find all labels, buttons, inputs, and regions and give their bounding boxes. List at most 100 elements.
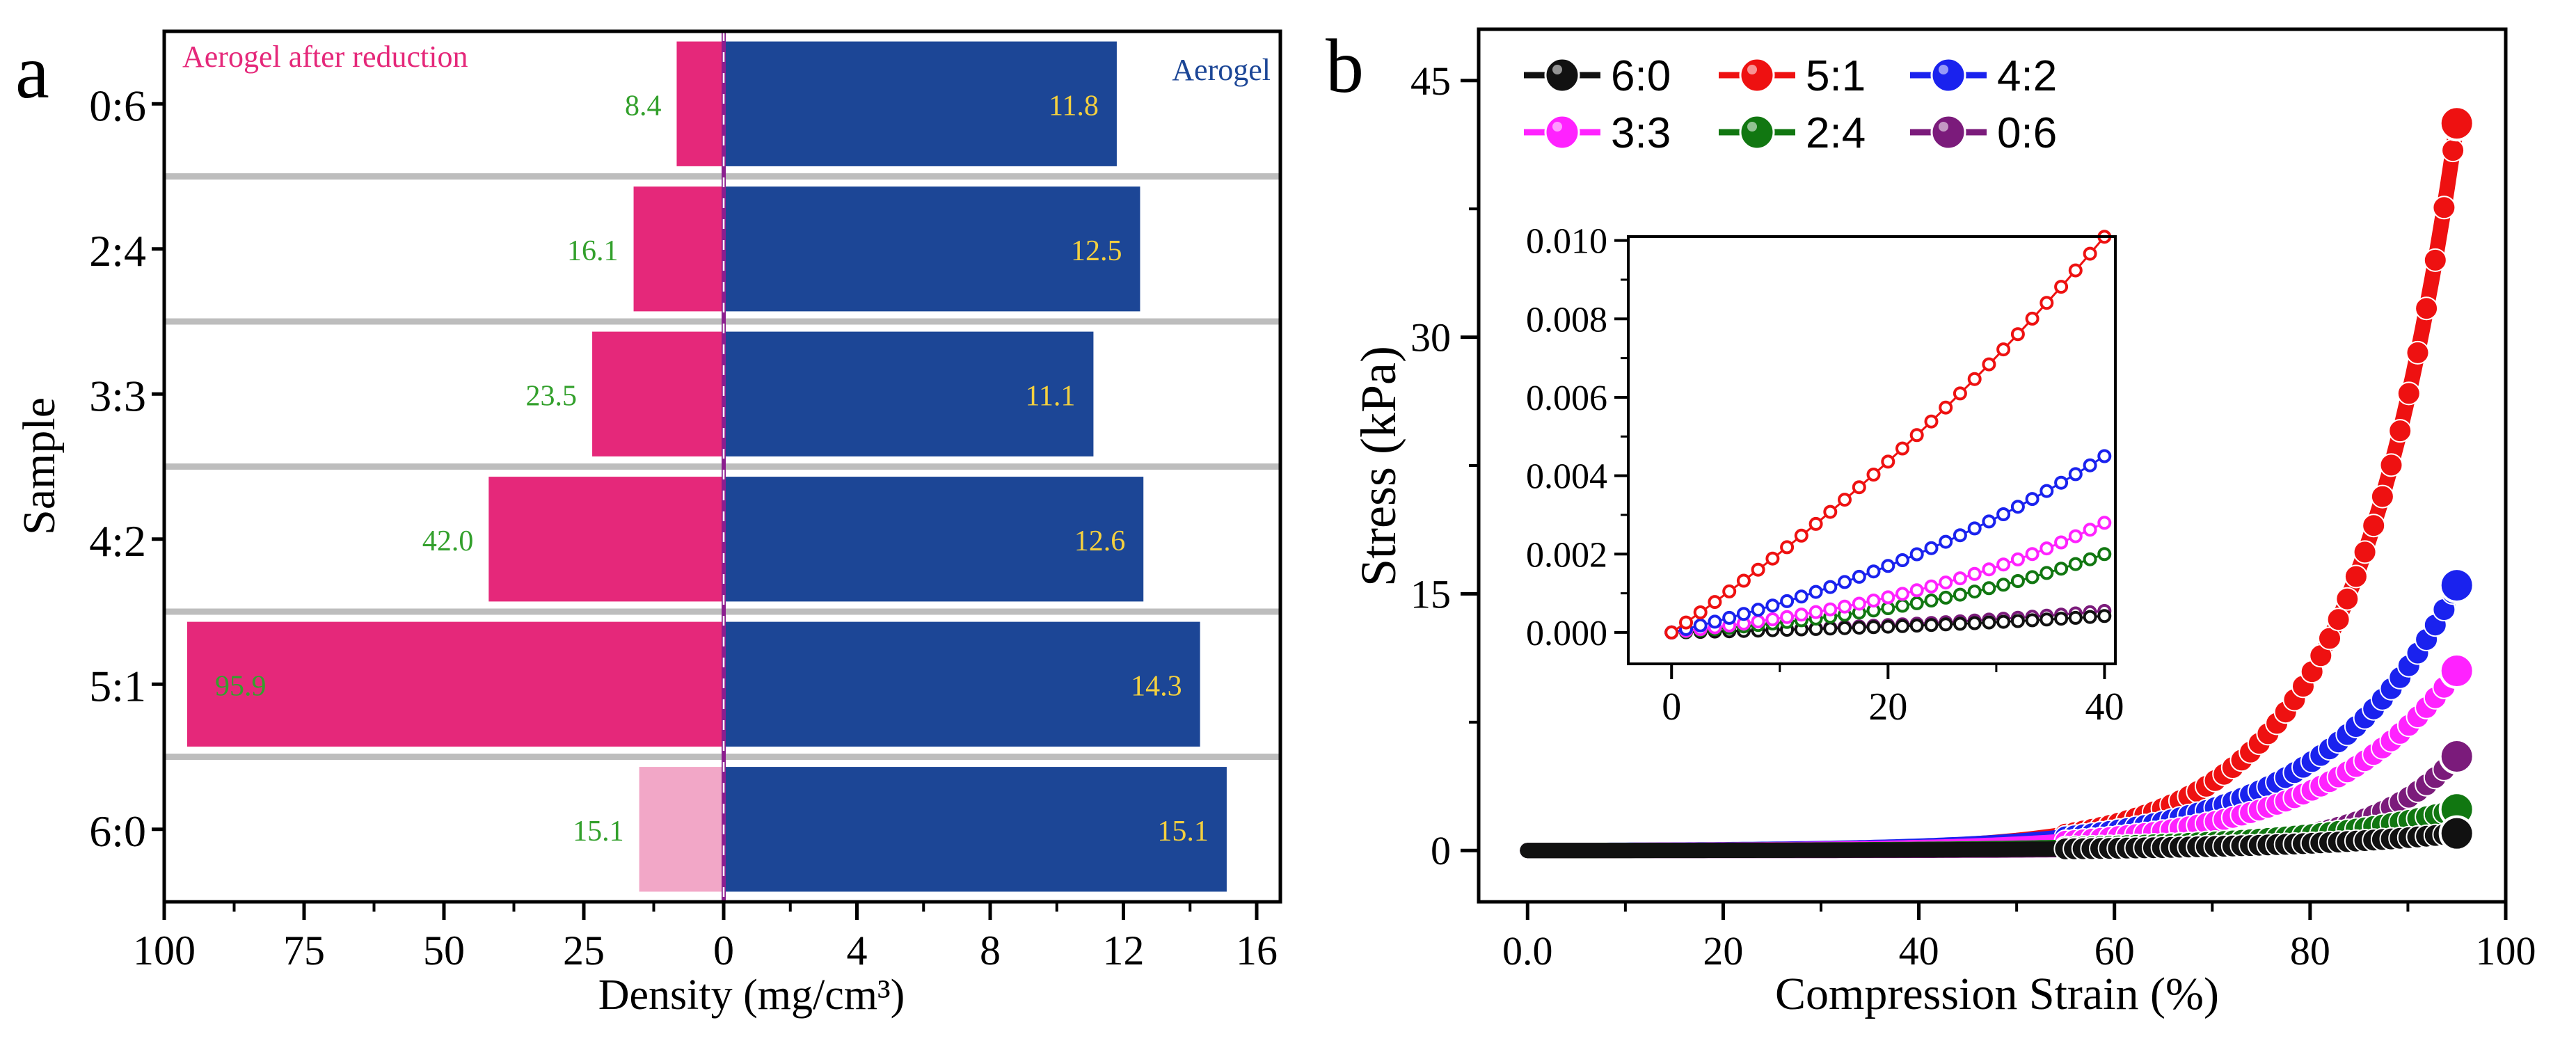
sample-category-labels: 0:6 2:4 3:3 4:2 5:1 6:0: [89, 81, 164, 856]
sample-label: 4:2: [89, 516, 146, 566]
inset-curve-marker: [1881, 559, 1895, 573]
label-aerogel: 14.3: [1131, 670, 1182, 702]
label-after-reduction: 23.5: [526, 380, 578, 412]
panel-a-y-axis-label: Sample: [14, 397, 65, 535]
inset-curve-marker: [2025, 492, 2040, 507]
bar-aerogel-after-reduction: [488, 477, 724, 602]
label-aerogel: 12.6: [1074, 525, 1126, 557]
inset-curve-3-3: [1664, 516, 2112, 639]
legend-entry-4-2: 4:2: [1910, 52, 2057, 100]
inset-curve-marker: [1881, 590, 1895, 605]
inset-curve-marker: [2010, 327, 2025, 342]
inset-curve-marker: [1982, 514, 1996, 529]
legend-marker: [1930, 57, 1966, 93]
inset-curve-marker: [1852, 569, 1866, 584]
inset-curve-marker: [1765, 598, 1780, 613]
curve-marker: [2441, 138, 2465, 163]
inset-curve-marker: [1895, 587, 1909, 601]
inset-curve-marker: [1967, 566, 1982, 581]
panel-a-density-chart: 8.4 11.8 16.1 12.5 23.5 11.1 42.0 12.6 95.9 14.3 1…: [14, 29, 1282, 1019]
bar-aerogel: [724, 477, 1144, 602]
legend-entry-3-3: 3:3: [1524, 109, 1671, 157]
inset-curve-marker: [2010, 500, 2025, 514]
curve-marker: [2396, 381, 2421, 406]
curve-end-marker: [2438, 653, 2475, 690]
inset-curve-marker: [1794, 528, 1808, 543]
inset-curve-marker: [1823, 504, 1838, 519]
inset-curve-marker: [1967, 521, 1982, 536]
bar-aerogel-after-reduction: [639, 767, 724, 892]
inset-curve-marker: [2025, 311, 2040, 326]
curve-end-marker: [2438, 567, 2475, 604]
inset-curve-marker: [2097, 609, 2112, 623]
inset-curve-marker: [1866, 620, 1881, 635]
curve-marker: [2326, 607, 2351, 632]
inset-curve-marker: [2083, 552, 2097, 566]
label-after-reduction: 15.1: [573, 816, 624, 848]
curve-marker: [2344, 564, 2368, 589]
legend-label: 2:4: [1806, 109, 1866, 157]
legend: 6:0 5:1 4:2 3:3 2:4 0:6: [1524, 52, 2057, 157]
right-axis-tick-label: 12: [1103, 928, 1145, 974]
y-tick-label: 30: [1410, 315, 1451, 360]
left-axis-tick-label: 50: [423, 928, 465, 974]
inset-curve-marker: [2083, 246, 2097, 261]
label-after-reduction: 42.0: [422, 525, 474, 557]
label-aerogel: 12.5: [1071, 235, 1122, 267]
bar-aerogel: [724, 186, 1140, 312]
inset-curve-marker: [1909, 619, 1924, 633]
inset-curve-marker: [1982, 615, 1996, 630]
panel-a-letter: a: [15, 29, 49, 114]
panel-b-letter: b: [1326, 24, 1364, 109]
label-after-reduction: 8.4: [625, 90, 662, 122]
curve-marker: [2432, 196, 2456, 220]
inset-curve-marker: [1982, 581, 1996, 596]
inset-curve-marker: [1838, 621, 1852, 635]
inset-curve-marker: [1708, 595, 1722, 610]
inset-curve-marker: [2097, 516, 2112, 530]
left-axis-tick-label: 0: [713, 928, 734, 974]
inset-y-tick-label: 0.008: [1526, 300, 1607, 340]
main-curves: [1520, 105, 2475, 861]
inset-curve-marker: [1823, 602, 1838, 617]
inset-curve-marker: [1953, 587, 1967, 602]
inset-curve-marker: [1895, 553, 1909, 567]
legend-marker-shine: [1939, 122, 1948, 132]
curve-marker: [2379, 453, 2403, 477]
inset-curve-marker: [1996, 342, 2011, 357]
right-axis-tick-label: 4: [847, 928, 868, 974]
bar-aerogel-after-reduction: [633, 186, 724, 312]
inset-curve-marker: [1924, 414, 1939, 429]
sample-label: 5:1: [89, 661, 146, 710]
bar-aerogel: [724, 767, 1227, 892]
bar-aerogel-after-reduction: [186, 621, 724, 747]
x-tick-label: 60: [2094, 928, 2135, 974]
inset-curve-4-2: [1664, 449, 2112, 639]
inset-curve-marker: [1794, 589, 1808, 604]
inset-curves: [1664, 230, 2112, 639]
inset-curve-marker: [2010, 614, 2025, 628]
inset-curve-marker: [1736, 573, 1751, 588]
inset-curve-marker: [1808, 516, 1823, 531]
left-axis-tick-label: 25: [563, 928, 605, 974]
inset-curve-marker: [2054, 612, 2069, 626]
inset-curve-marker: [2040, 541, 2054, 556]
legend-aerogel: Aerogel: [1172, 53, 1271, 87]
inset-curve-marker: [1823, 580, 1838, 594]
inset-curve-marker: [1909, 428, 1924, 443]
legend-label: 3:3: [1611, 109, 1671, 157]
inset-curve-marker: [1794, 607, 1808, 622]
inset-curve-marker: [1708, 614, 1722, 629]
inset-curve-marker: [1895, 619, 1909, 633]
legend-entry-0-6: 0:6: [1910, 109, 2057, 157]
inset-curve-marker: [1722, 584, 1737, 598]
inset-x-tick-label: 0: [1662, 685, 1681, 729]
inset-curve-5-1: [1664, 230, 2112, 639]
legend-marker-shine: [1747, 65, 1757, 74]
legend-entry-2-4: 2:4: [1719, 109, 1866, 157]
inset-curve-marker: [1780, 594, 1795, 608]
inset-curve-marker: [1751, 562, 1765, 577]
label-after-reduction: 95.9: [215, 670, 267, 702]
curve-marker: [2388, 419, 2412, 443]
